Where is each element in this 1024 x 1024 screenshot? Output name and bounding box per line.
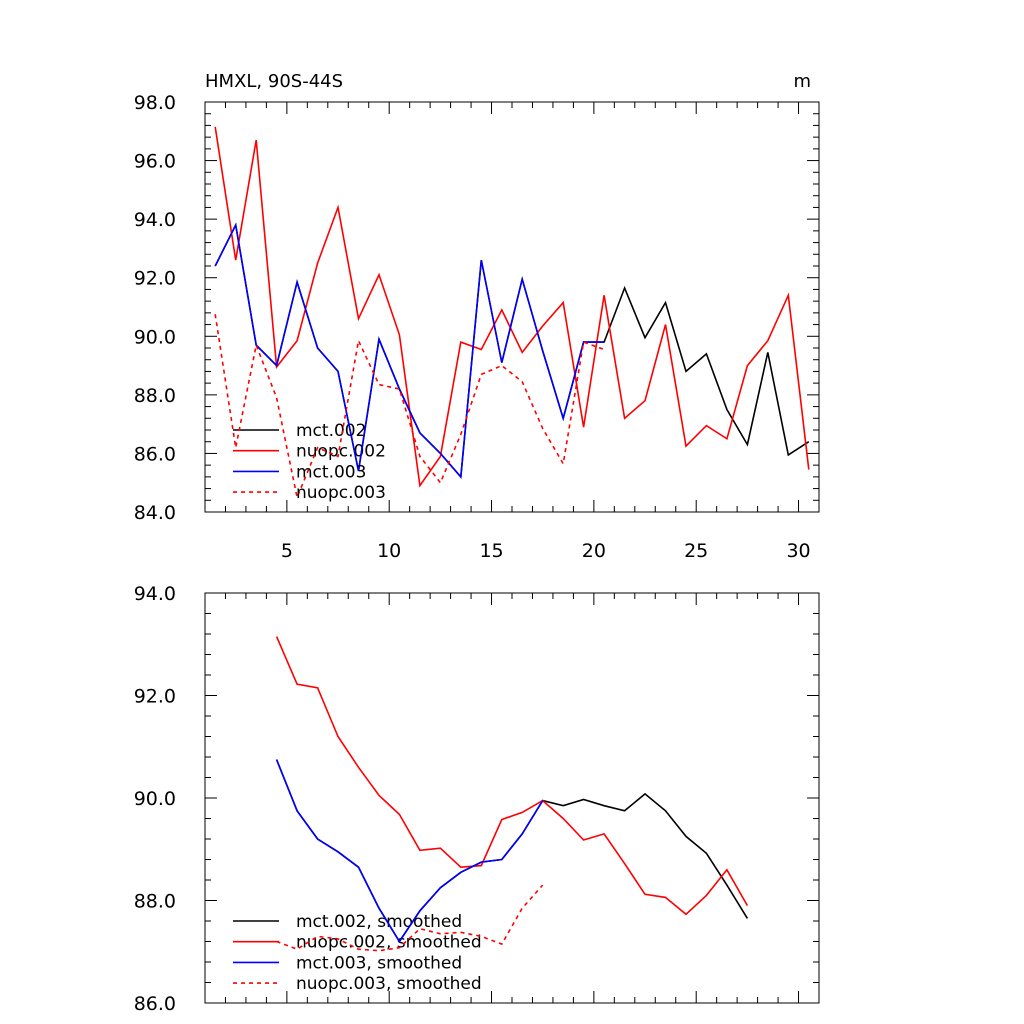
y-tick-label: 94.0	[134, 209, 176, 231]
x-tick-label: 25	[684, 540, 708, 562]
series-line	[275, 759, 544, 943]
series-line	[276, 884, 544, 952]
series-nuopc-002-smoothed	[275, 636, 749, 916]
legend-label: mct.002	[296, 421, 366, 441]
y-tick-label: 88.0	[134, 385, 176, 407]
y-tick-label: 90.0	[134, 326, 176, 348]
series-nuopc-003-smoothed	[276, 884, 544, 952]
legend-label: nuopc.002	[296, 442, 386, 462]
x-tick-label: 10	[377, 540, 401, 562]
legend-label: nuopc.002, smoothed	[296, 933, 482, 953]
x-tick-label: 20	[582, 540, 606, 562]
legend-label: mct.003, smoothed	[296, 953, 462, 973]
x-tick-label: 5	[281, 540, 293, 562]
x-tick-label: 30	[786, 540, 810, 562]
y-tick-label: 90.0	[134, 788, 176, 810]
legend-label: mct.003	[296, 462, 366, 482]
legend-label: mct.002, smoothed	[296, 912, 462, 932]
series-mct-003-smoothed	[275, 759, 544, 943]
series-line	[214, 222, 605, 479]
series-line	[214, 314, 605, 501]
y-tick-label: 92.0	[134, 686, 176, 708]
y-tick-label: 84.0	[134, 502, 176, 524]
y-tick-label: 94.0	[134, 583, 176, 605]
chart-units: m	[793, 71, 811, 92]
y-tick-label: 88.0	[134, 891, 176, 913]
y-tick-label: 98.0	[134, 92, 176, 114]
y-tick-label: 86.0	[134, 993, 176, 1015]
legend-label: nuopc.003, smoothed	[296, 974, 482, 994]
series-line	[275, 636, 749, 916]
series-line	[214, 126, 810, 488]
y-tick-label: 96.0	[134, 151, 176, 173]
x-tick-label: 15	[479, 540, 503, 562]
legend-label: nuopc.003	[296, 483, 386, 503]
panel-top: 84.0 86.0 88.0 90.0 92.0 94.0 96.0 98.0 5 10 15 20 2…	[134, 71, 820, 562]
y-tick-label: 92.0	[134, 268, 176, 290]
series-nuopc-003	[214, 314, 605, 501]
series-nuopc-002	[214, 126, 810, 488]
y-tick-label: 86.0	[134, 443, 176, 465]
series-mct-003	[214, 222, 605, 479]
chart-title: HMXL, 90S-44S	[205, 71, 343, 92]
